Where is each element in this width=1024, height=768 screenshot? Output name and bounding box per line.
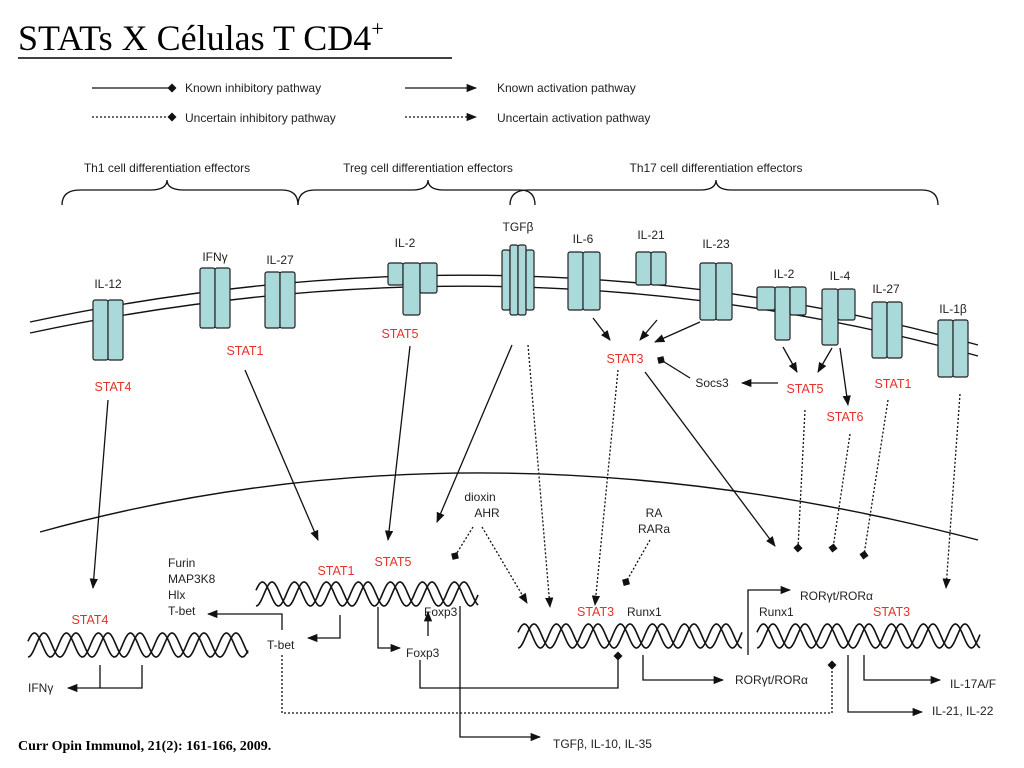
svg-text:AHR: AHR	[474, 506, 500, 520]
th1-group-label: Th1 cell differentiation effectors	[84, 161, 250, 175]
dna-helix	[255, 581, 479, 607]
svg-text:RORγt/RORα: RORγt/RORα	[800, 589, 873, 603]
legend-uncertain-activation: Uncertain activation pathway	[497, 111, 650, 125]
receptor-il1b: IL-1β	[939, 302, 967, 316]
svg-text:Furin: Furin	[168, 556, 195, 570]
svg-text:RARa: RARa	[638, 522, 670, 536]
receptor-il27-th17: IL-27	[872, 282, 900, 296]
svg-text:T-bet: T-bet	[168, 604, 196, 618]
svg-text:Foxp3: Foxp3	[406, 646, 440, 660]
svg-text:Foxp3: Foxp3	[424, 605, 458, 619]
receptor-il2: IL-2	[395, 236, 416, 250]
receptor-il6: IL-6	[573, 232, 594, 246]
pathway-arrows	[66, 317, 961, 742]
svg-text:STATs X Células T CD4+: STATs X Células T CD4+	[18, 16, 384, 58]
receptor-il4: IL-4	[830, 269, 851, 283]
svg-text:STAT5: STAT5	[381, 327, 418, 341]
svg-text:STAT5: STAT5	[786, 382, 823, 396]
legend-known-inhibitory: Known inhibitory pathway	[185, 81, 321, 95]
receptor-tgfb: TGFβ	[503, 220, 534, 234]
svg-text:T-bet: T-bet	[267, 638, 295, 652]
svg-text:Runx1: Runx1	[627, 605, 662, 619]
svg-text:IL-21, IL-22: IL-21, IL-22	[932, 704, 994, 718]
svg-text:RORγt/RORα: RORγt/RORα	[735, 673, 808, 687]
svg-text:Runx1: Runx1	[759, 605, 794, 619]
receptors	[92, 244, 969, 378]
receptor-il27: IL-27	[266, 253, 294, 267]
svg-text:STAT4: STAT4	[71, 613, 108, 627]
svg-text:STAT3: STAT3	[606, 352, 643, 366]
dna-strand	[756, 623, 981, 649]
nuclear-membrane	[39, 472, 979, 541]
svg-text:STAT1: STAT1	[226, 344, 263, 358]
nucleus-labels: STAT4 IFNγ Furin MAP3K8 Hlx T-bet STAT1 …	[28, 490, 996, 751]
dna-helices	[27, 581, 981, 658]
svg-text:TGFβ, IL-10, IL-35: TGFβ, IL-10, IL-35	[553, 737, 652, 751]
legend: Known inhibitory pathway Uncertain inhib…	[92, 81, 650, 125]
receptor-il21: IL-21	[637, 228, 665, 242]
svg-text:RA: RA	[646, 506, 663, 520]
receptor-il2-th17: IL-2	[774, 267, 795, 281]
svg-text:STAT5: STAT5	[374, 555, 411, 569]
dna-strand	[756, 623, 981, 649]
cytoplasm-labels: STAT4 STAT1 STAT5 STAT3 STAT5 STAT6 STAT…	[94, 327, 911, 424]
dna-strand	[255, 581, 479, 607]
svg-text:Hlx: Hlx	[168, 588, 185, 602]
svg-text:dioxin: dioxin	[464, 490, 495, 504]
legend-known-activation: Known activation pathway	[497, 81, 636, 95]
treg-group-label: Treg cell differentiation effectors	[343, 161, 513, 175]
dna-strand	[255, 581, 479, 607]
page-title: STATs X Células T CD4+	[18, 16, 452, 59]
dna-strand	[27, 632, 249, 658]
receptor-il23: IL-23	[702, 237, 730, 251]
dna-strand	[27, 632, 249, 658]
svg-text:IL-17A/F: IL-17A/F	[950, 677, 996, 691]
citation: Curr Opin Immunol, 21(2): 161-166, 2009.	[18, 739, 271, 754]
svg-text:STAT4: STAT4	[94, 380, 131, 394]
svg-text:MAP3K8: MAP3K8	[168, 572, 216, 586]
th17-group-label: Th17 cell differentiation effectors	[630, 161, 803, 175]
dna-helix	[517, 623, 743, 649]
svg-text:STAT6: STAT6	[826, 410, 863, 424]
dna-strand	[517, 623, 743, 649]
svg-text:STAT1: STAT1	[317, 564, 354, 578]
svg-text:STAT3: STAT3	[577, 605, 614, 619]
svg-text:STAT3: STAT3	[873, 605, 910, 619]
dna-helix	[27, 632, 249, 658]
group-braces: Th1 cell differentiation effectors Treg …	[61, 161, 939, 206]
svg-text:IFNγ: IFNγ	[28, 681, 53, 695]
receptor-il12: IL-12	[94, 277, 122, 291]
receptor-ifng: IFNγ	[202, 250, 227, 264]
dna-helix	[756, 623, 981, 649]
legend-uncertain-inhibitory: Uncertain inhibitory pathway	[185, 111, 336, 125]
receptor-labels: IL-12 IFNγ IL-27 IL-2 TGFβ IL-6 IL-21 IL…	[94, 220, 967, 316]
dna-strand	[517, 623, 743, 649]
svg-text:Socs3: Socs3	[695, 376, 729, 390]
svg-text:STAT1: STAT1	[874, 377, 911, 391]
